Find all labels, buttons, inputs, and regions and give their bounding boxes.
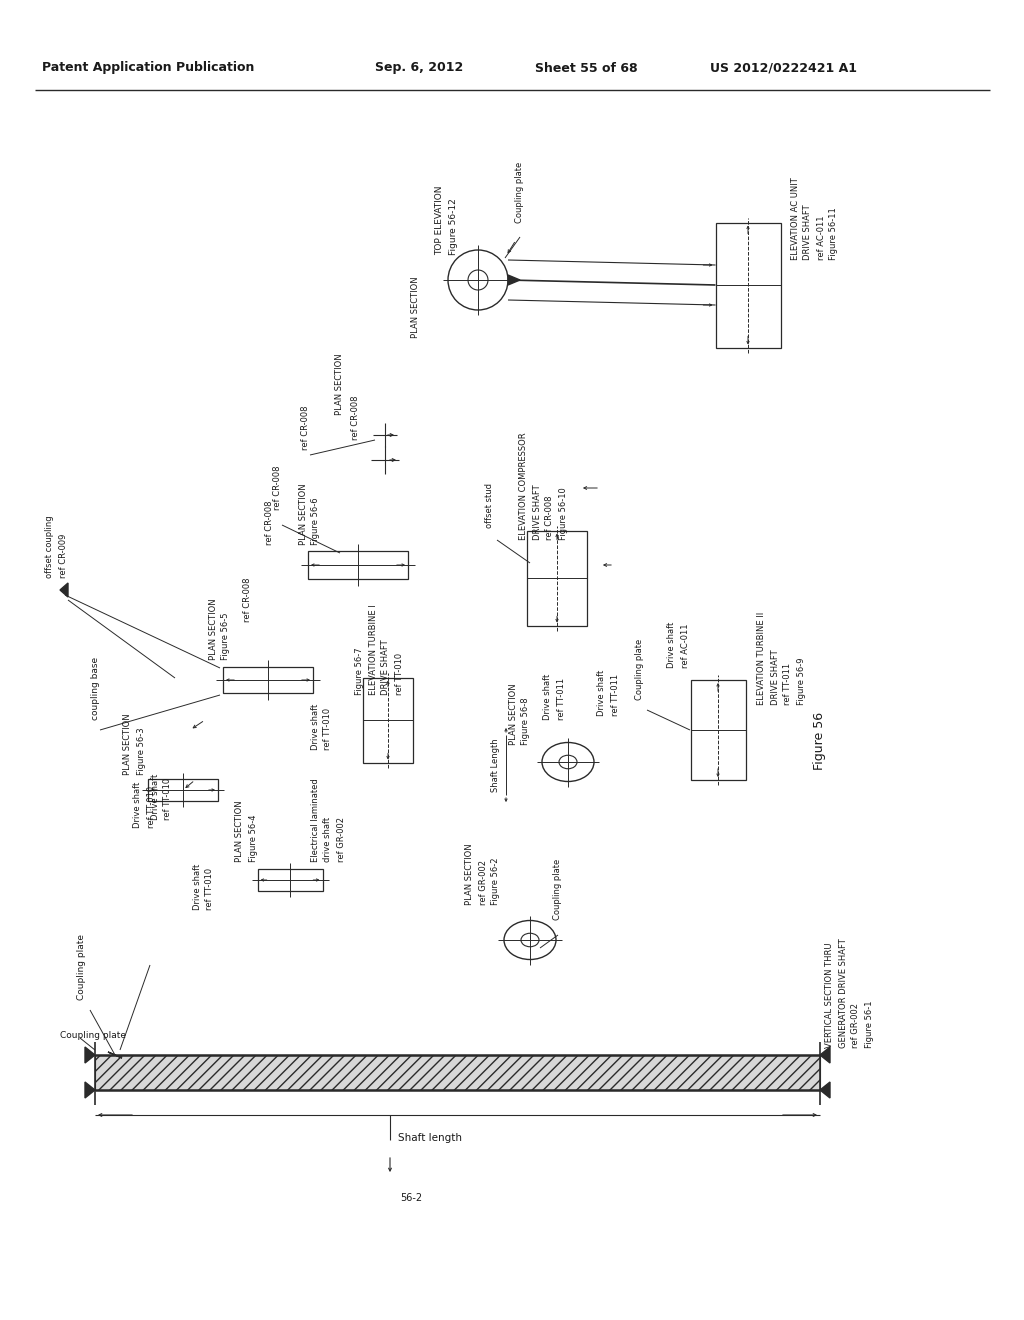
Polygon shape (820, 1047, 830, 1063)
Text: Shaft length: Shaft length (398, 1133, 462, 1143)
Text: Figure 56-7: Figure 56-7 (355, 647, 365, 696)
Text: ref GR-002: ref GR-002 (852, 1003, 860, 1048)
Polygon shape (508, 275, 520, 285)
Text: ref GR-002: ref GR-002 (337, 817, 345, 862)
Polygon shape (85, 1047, 95, 1063)
Bar (308, 550, 408, 579)
Text: DRIVE SHAFT: DRIVE SHAFT (804, 205, 812, 260)
Text: Patent Application Publication: Patent Application Publication (42, 62, 254, 74)
Text: ref CR-008: ref CR-008 (265, 500, 274, 545)
Text: ref CR-008: ref CR-008 (244, 578, 253, 622)
Text: ELEVATION TURBINE I: ELEVATION TURBINE I (369, 605, 378, 696)
Polygon shape (60, 583, 68, 597)
Text: Drive shaft: Drive shaft (133, 781, 142, 828)
Text: coupling base: coupling base (90, 657, 99, 719)
Bar (95, 1055, 820, 1090)
Text: offset stud: offset stud (485, 483, 495, 528)
Text: Figure 56-5: Figure 56-5 (221, 612, 230, 660)
Text: US 2012/0222421 A1: US 2012/0222421 A1 (710, 62, 857, 74)
Bar (690, 680, 745, 780)
Text: Drive shaft: Drive shaft (668, 622, 677, 668)
Text: offset coupling: offset coupling (45, 515, 54, 578)
Text: PLAN SECTION: PLAN SECTION (411, 276, 420, 338)
Text: ref TT-011: ref TT-011 (610, 675, 620, 715)
Text: Coupling plate: Coupling plate (515, 162, 524, 223)
Text: Figure 56-2: Figure 56-2 (492, 858, 501, 906)
Bar (362, 677, 413, 763)
Text: DRIVE SHAFT: DRIVE SHAFT (770, 649, 779, 705)
Text: Sheet 55 of 68: Sheet 55 of 68 (535, 62, 638, 74)
Text: Figure 56-3: Figure 56-3 (136, 727, 145, 775)
Text: PLAN SECTION: PLAN SECTION (336, 354, 344, 414)
Text: GENERATOR DRIVE SHAFT: GENERATOR DRIVE SHAFT (839, 939, 848, 1048)
Text: PLAN SECTION: PLAN SECTION (236, 800, 245, 862)
Text: ref AC-011: ref AC-011 (816, 215, 825, 260)
Text: PLAN SECTION: PLAN SECTION (209, 598, 217, 660)
Text: VERTICAL SECTION THRU: VERTICAL SECTION THRU (825, 942, 835, 1048)
Text: ELEVATION TURBINE II: ELEVATION TURBINE II (758, 611, 767, 705)
Text: ref TT-011: ref TT-011 (783, 663, 793, 705)
Text: Figure 56-4: Figure 56-4 (249, 814, 257, 862)
Text: ref GR-002: ref GR-002 (478, 861, 487, 906)
Text: Figure 56-8: Figure 56-8 (521, 697, 530, 744)
Text: Shaft Length: Shaft Length (492, 738, 501, 792)
Text: 56-2: 56-2 (400, 1193, 422, 1203)
Text: ref CR-008: ref CR-008 (300, 405, 309, 450)
Text: Drive shaft: Drive shaft (544, 673, 553, 719)
Text: Drive shaft: Drive shaft (151, 774, 160, 820)
Text: PLAN SECTION: PLAN SECTION (124, 713, 132, 775)
Text: ELEVATION AC UNIT: ELEVATION AC UNIT (791, 177, 800, 260)
Text: ref CR-008: ref CR-008 (350, 396, 359, 440)
Text: Drive shaft: Drive shaft (310, 704, 319, 750)
Text: ref CR-008: ref CR-008 (546, 495, 555, 540)
Polygon shape (820, 1082, 830, 1098)
Polygon shape (85, 1082, 95, 1098)
Text: ref TT-010: ref TT-010 (324, 708, 333, 750)
Text: ref CR-009: ref CR-009 (58, 533, 68, 578)
Text: ELEVATION COMPRESSOR: ELEVATION COMPRESSOR (519, 433, 528, 540)
Text: Figure 56-6: Figure 56-6 (311, 498, 321, 545)
Polygon shape (108, 1052, 122, 1059)
Text: Figure 56-12: Figure 56-12 (449, 198, 458, 255)
Text: Drive shaft: Drive shaft (193, 863, 202, 909)
Text: ref CR-008: ref CR-008 (273, 466, 283, 510)
Bar (716, 223, 780, 347)
Text: ref TT-010: ref TT-010 (164, 777, 172, 820)
Text: TOP ELEVATION: TOP ELEVATION (435, 186, 444, 255)
Bar (223, 667, 313, 693)
Text: ref TT-011: ref TT-011 (556, 678, 565, 719)
Text: PLAN SECTION: PLAN SECTION (509, 684, 517, 744)
Text: Coupling plate: Coupling plate (636, 639, 644, 700)
Text: Figure 56: Figure 56 (813, 711, 826, 770)
Text: Drive shaft: Drive shaft (597, 669, 606, 715)
Text: ref AC-011: ref AC-011 (681, 623, 689, 668)
Bar (527, 531, 587, 626)
Text: PLAN SECTION: PLAN SECTION (466, 843, 474, 906)
Text: Figure 56-10: Figure 56-10 (558, 487, 567, 540)
Text: Coupling plate: Coupling plate (60, 1031, 126, 1040)
Bar (257, 869, 323, 891)
Text: Figure 56-9: Figure 56-9 (797, 657, 806, 705)
Text: Figure 56-11: Figure 56-11 (829, 207, 839, 260)
Text: DRIVE SHAFT: DRIVE SHAFT (532, 484, 542, 540)
Text: ref TT-010: ref TT-010 (394, 653, 403, 696)
Text: PLAN SECTION: PLAN SECTION (299, 483, 307, 545)
Text: Figure 56-1: Figure 56-1 (864, 1001, 873, 1048)
Text: ref TT-010: ref TT-010 (206, 867, 214, 909)
Text: Electrical laminated: Electrical laminated (310, 779, 319, 862)
Bar (148, 779, 218, 801)
Text: DRIVE SHAFT: DRIVE SHAFT (382, 639, 390, 696)
Text: drive shaft: drive shaft (324, 817, 333, 862)
Text: ref TT-010: ref TT-010 (146, 785, 156, 828)
Text: Sep. 6, 2012: Sep. 6, 2012 (375, 62, 463, 74)
Text: Coupling plate: Coupling plate (554, 859, 562, 920)
Text: Coupling plate: Coupling plate (78, 935, 86, 1001)
